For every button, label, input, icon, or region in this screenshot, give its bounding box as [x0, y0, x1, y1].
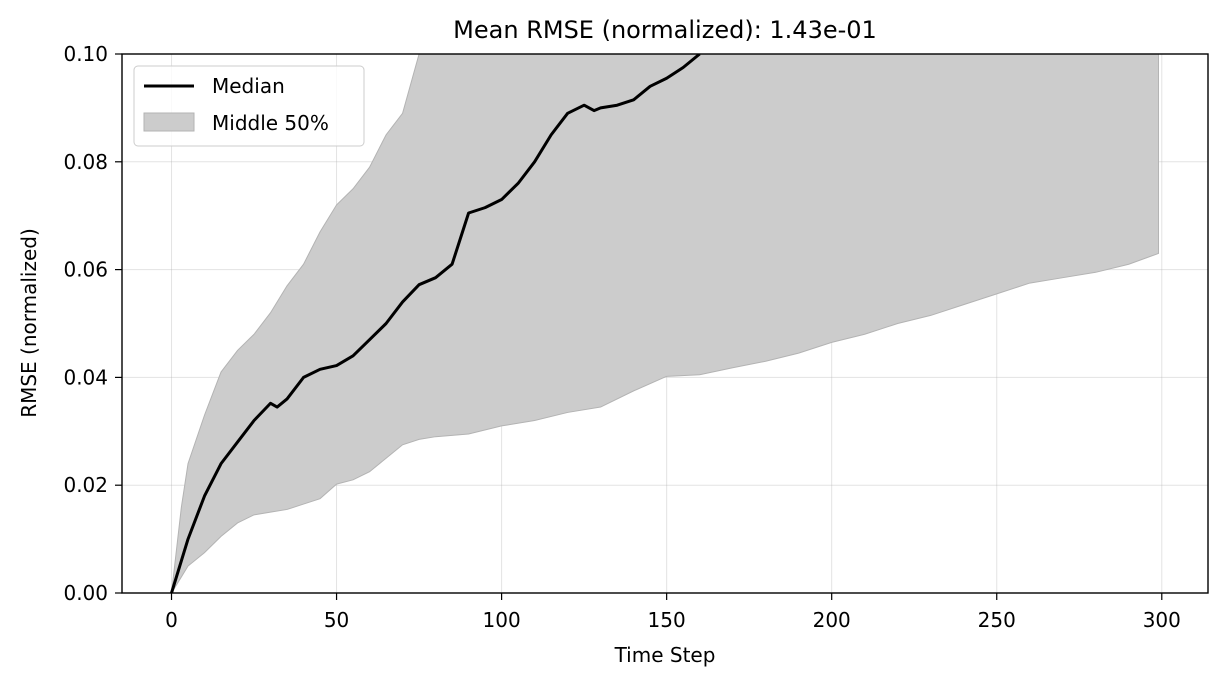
legend: Median Middle 50%: [133, 65, 365, 147]
y-tick-label: 0.02: [63, 473, 108, 497]
y-tick-label: 0.00: [63, 581, 108, 605]
x-axis-label: Time Step: [614, 643, 716, 667]
median-line: [170, 54, 701, 593]
band-layer: [171, 54, 1159, 593]
y-tick-label: 0.10: [63, 42, 108, 66]
legend-median-label: Median: [212, 74, 285, 98]
x-tick-label: 250: [978, 608, 1016, 632]
y-tick-label: 0.08: [63, 150, 108, 174]
x-tick-label: 50: [324, 608, 349, 632]
x-tick-label: 200: [813, 608, 851, 632]
x-tick-label: 100: [483, 608, 521, 632]
x-ticks: 0 50 100 150 200 250 300: [165, 593, 1181, 632]
x-tick-label: 150: [648, 608, 686, 632]
y-tick-label: 0.06: [63, 258, 108, 282]
band-area-middle-50: [171, 54, 1159, 593]
chart-title: Mean RMSE (normalized): 1.43e-01: [453, 16, 877, 44]
x-tick-label: 0: [165, 608, 178, 632]
x-tick-label: 300: [1143, 608, 1181, 632]
legend-band-label: Middle 50%: [212, 111, 329, 135]
axes: [121, 53, 1209, 594]
axes-frame: [121, 53, 1209, 594]
y-ticks: 0.00 0.02 0.04 0.06 0.08 0.10: [63, 42, 122, 605]
line-layer: [170, 54, 701, 593]
legend-band-swatch: [143, 112, 195, 132]
y-axis-label: RMSE (normalized): [17, 228, 41, 418]
y-tick-label: 0.04: [63, 365, 108, 389]
